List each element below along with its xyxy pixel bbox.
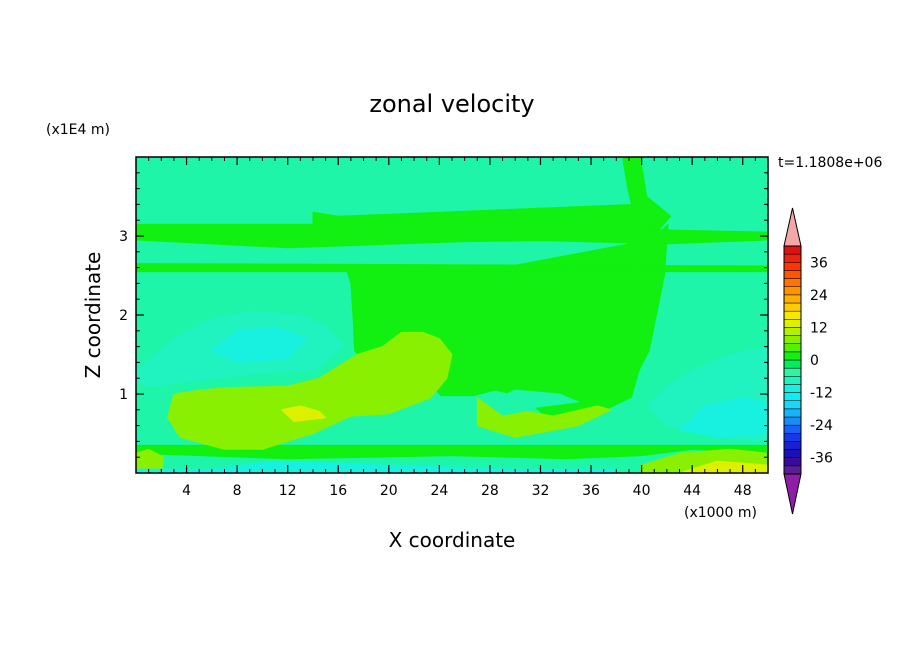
colorbar-swatch (783, 294, 802, 304)
contour-region-3 (135, 223, 769, 249)
colorbar-swatch (783, 424, 802, 434)
colorbar-over-arrow (783, 207, 802, 247)
x-axis-ticks: 4 8 12 16 20 24 28 32 36 40 44 48 (148, 157, 756, 499)
colorbar-swatch (783, 253, 802, 263)
contour-region-8 (476, 397, 612, 438)
y-axis-label: Z coordinate (81, 252, 105, 379)
colorbar-under-arrow (783, 473, 802, 515)
x-tick-label: 20 (380, 483, 398, 499)
colorbar-tick-label: 0 (810, 353, 819, 369)
colorbar-swatch (783, 449, 802, 458)
colorbar-swatch (783, 376, 802, 385)
colorbar-tick-label: -24 (810, 418, 833, 434)
x-tick-label: 32 (532, 483, 550, 499)
colorbar-swatch (783, 384, 802, 393)
contour-region-11 (280, 405, 327, 423)
colorbar-swatch (783, 310, 802, 320)
colorbar-swatch (783, 270, 802, 279)
colorbar-swatch (783, 400, 802, 410)
colorbar-swatch (783, 359, 802, 369)
colorbar-tick-label: -36 (810, 451, 833, 467)
colorbar-swatch (783, 343, 802, 353)
colorbar-swatch (783, 302, 802, 312)
colorbar-tick-label: 36 (810, 255, 828, 271)
colorbar-swatch (783, 286, 802, 296)
colorbar-swatch (783, 262, 802, 271)
colorbar-swatch (783, 416, 802, 426)
contour-region-15 (211, 326, 308, 363)
x-tick-label: 36 (582, 483, 600, 499)
colorbar-swatch (783, 465, 802, 475)
colorbar-tick-label: 24 (810, 288, 828, 304)
colorbar-swatch (783, 457, 802, 467)
y-axis-ticks: 1 2 3 (119, 172, 768, 458)
x-tick-label: 44 (683, 483, 701, 499)
x-unit-label: (x1000 m) (684, 505, 757, 521)
x-axis-label: X coordinate (389, 528, 516, 552)
x-tick-label: 12 (279, 483, 297, 499)
y-tick-label: 1 (119, 387, 128, 403)
x-tick-label: 28 (481, 483, 499, 499)
contour-region-7 (167, 331, 453, 450)
contour-region-6 (489, 389, 579, 409)
y-tick-label: 3 (119, 229, 128, 245)
x-tick-label: 48 (734, 483, 752, 499)
colorbar-tick-label: -12 (810, 386, 833, 402)
x-tick-label: 8 (233, 483, 242, 499)
colorbar-frame (783, 245, 802, 475)
x-tick-label: 24 (430, 483, 448, 499)
colorbar-swatch (783, 245, 802, 255)
colorbar-swatch (783, 441, 802, 450)
time-label: t=1.1808e+06 (778, 155, 882, 171)
colorbar-swatch (783, 278, 802, 287)
colorbar-swatch (783, 335, 802, 344)
x-tick-label: 4 (182, 483, 191, 499)
plot-area: 4 8 12 16 20 24 28 32 36 40 44 48 123 (119, 156, 769, 499)
colorbar-swatch (783, 327, 802, 336)
y-tick-label: 2 (119, 308, 128, 324)
y-unit-label: (x1E4 m) (46, 122, 110, 138)
colorbar-swatch (783, 351, 802, 361)
colorbar-swatch (783, 319, 802, 328)
colorbar-swatch (783, 408, 802, 418)
chart-title: zonal velocity (369, 90, 534, 118)
colorbar-swatch (783, 367, 802, 377)
colorbar-swatch (783, 433, 802, 442)
colorbar-swatch (783, 392, 802, 401)
x-tick-label: 40 (633, 483, 651, 499)
x-tick-label: 16 (329, 483, 347, 499)
colorbar: 36 24 12 0 -12 -24 -36 (783, 207, 833, 515)
colorbar-tick-label: 12 (810, 320, 828, 336)
